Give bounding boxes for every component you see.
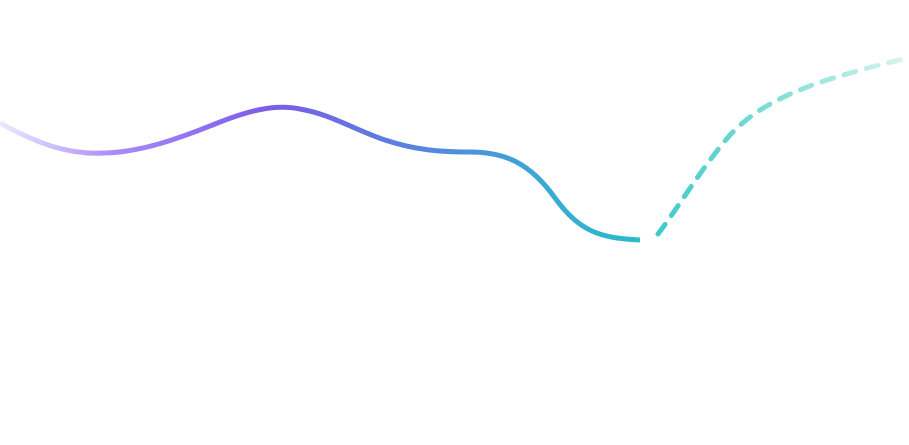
solid-wave-line [0,104,641,243]
dashed-wave-line [655,55,909,237]
